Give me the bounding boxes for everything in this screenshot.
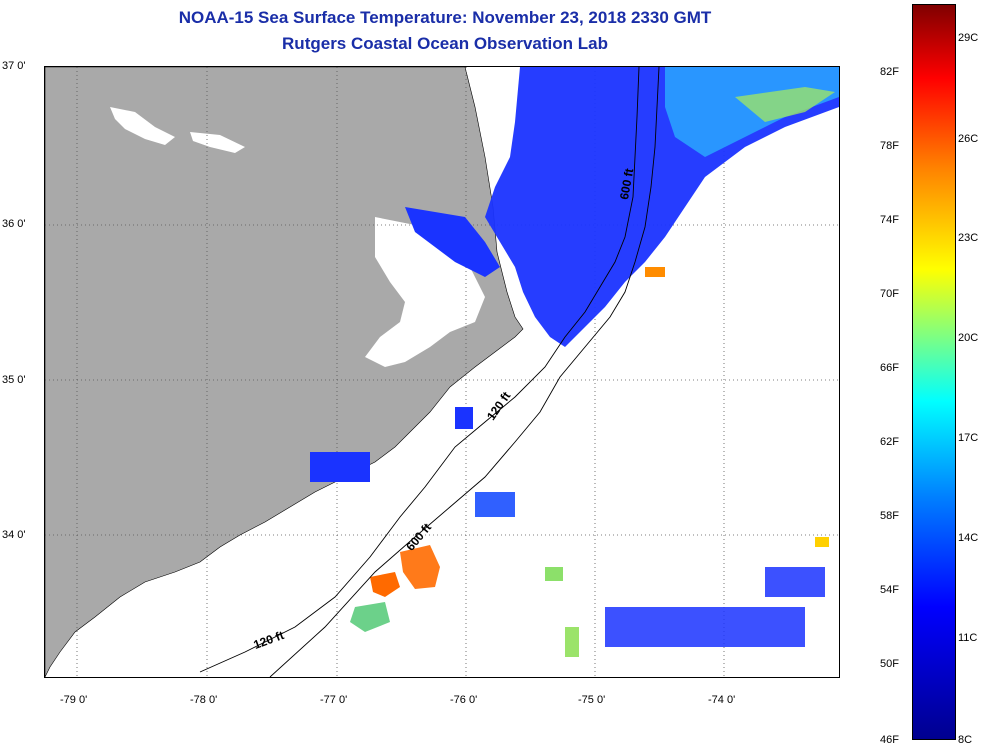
sst-sound-fill: [405, 207, 500, 277]
cb-f-70: 70F: [880, 288, 899, 300]
lon-label-76: -76 0': [450, 694, 478, 706]
cb-f-46: 46F: [880, 734, 899, 746]
cb-c-14: 14C: [958, 532, 979, 544]
lat-label-37: 37 0': [2, 60, 26, 72]
sst-warm-fringe: [735, 87, 835, 122]
isobath-600ft: [269, 67, 660, 677]
sst-scattered-patches: [310, 267, 829, 657]
cb-c-20: 20C: [958, 332, 979, 344]
cb-c-23: 23C: [958, 232, 979, 244]
isobath-120ft: [199, 67, 640, 673]
river-inlet: [190, 132, 245, 153]
lon-label-75: -75 0': [578, 694, 606, 706]
land-mass: [45, 67, 524, 677]
cb-f-82: 82F: [880, 66, 899, 78]
cb-f-54: 54F: [880, 584, 899, 596]
cb-f-62: 62F: [880, 436, 899, 448]
map-canvas: [45, 67, 839, 677]
lat-label-34: 34 0': [2, 529, 26, 541]
lat-label-35: 35 0': [2, 374, 26, 386]
cb-f-78: 78F: [880, 140, 899, 152]
temperature-colorbar: [912, 4, 956, 740]
cb-c-17: 17C: [958, 432, 979, 444]
cb-c-29: 29C: [958, 32, 979, 44]
lon-label-77: -77 0': [320, 694, 348, 706]
lat-label-36: 36 0': [2, 218, 26, 230]
cb-c-26: 26C: [958, 133, 979, 145]
cb-f-66: 66F: [880, 362, 899, 374]
cb-f-74: 74F: [880, 214, 899, 226]
lon-label-78: -78 0': [190, 694, 218, 706]
cb-c-11: 11C: [958, 632, 978, 644]
sst-cold-region: [485, 67, 839, 347]
cb-f-50: 50F: [880, 658, 899, 670]
graticule: [45, 67, 839, 677]
cb-f-58: 58F: [880, 510, 899, 522]
map-subtitle: Rutgers Coastal Ocean Observation Lab: [282, 34, 608, 53]
map-title: NOAA-15 Sea Surface Temperature: Novembe…: [178, 8, 712, 27]
albemarle-sound: [110, 107, 175, 145]
sst-warm-patches: [350, 545, 440, 632]
lon-label-79: -79 0': [60, 694, 88, 706]
lon-label-74: -74 0': [708, 694, 736, 706]
cb-c-8: 8C: [958, 734, 973, 746]
sst-map: 600 ft 120 ft 600 ft 120 ft: [44, 66, 840, 678]
